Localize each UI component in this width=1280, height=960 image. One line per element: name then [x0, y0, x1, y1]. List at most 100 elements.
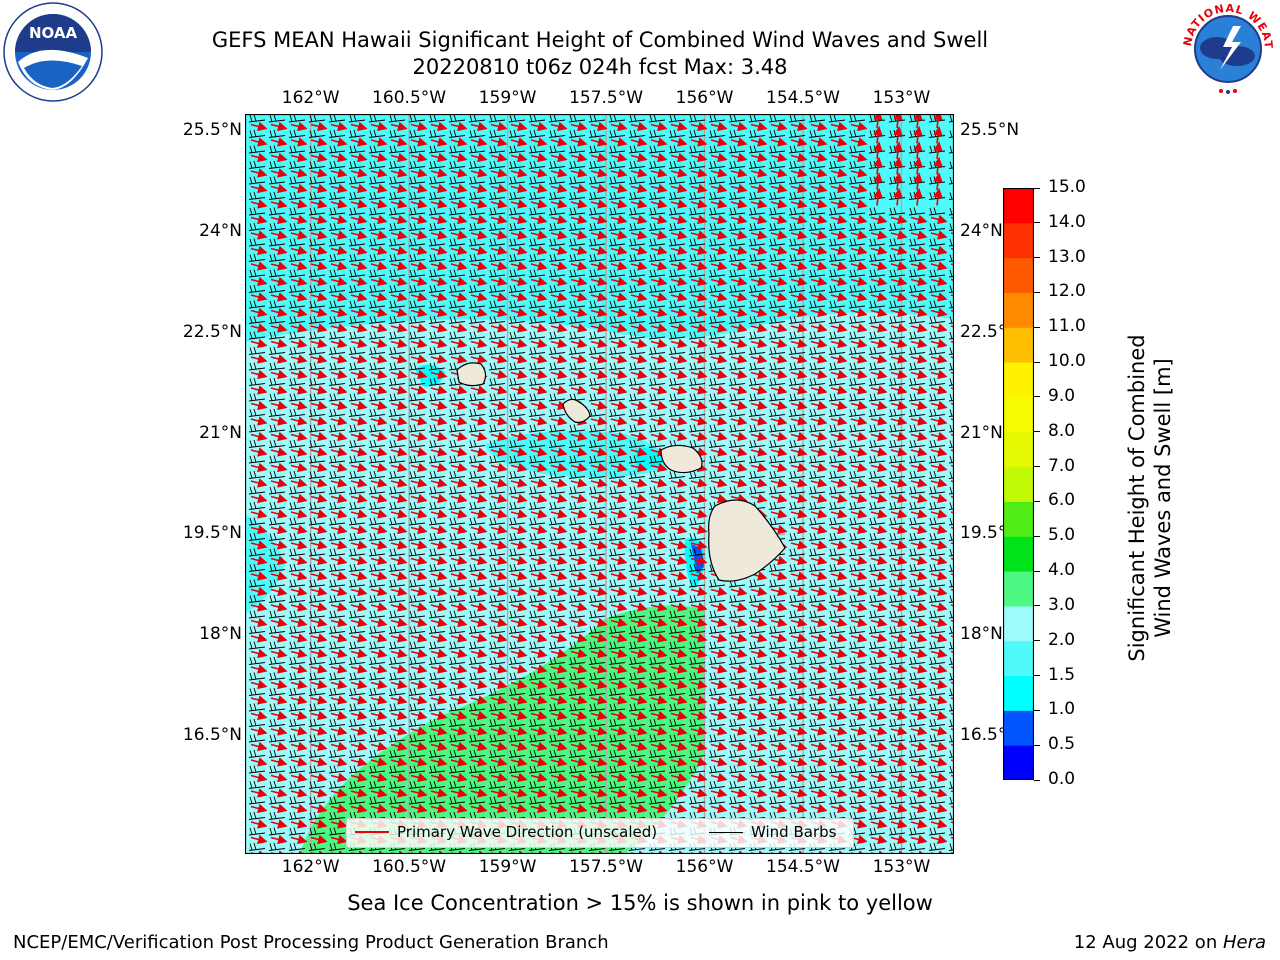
wind-barb	[728, 207, 746, 216]
wind-barb	[328, 145, 346, 154]
legend-wind-barbs: Wind Barbs	[709, 823, 836, 841]
colorbar-segment	[1003, 327, 1034, 363]
wind-barb	[848, 114, 866, 123]
colorbar-tick-mark	[1034, 640, 1040, 642]
wind-barb	[408, 207, 426, 216]
wind-barb	[948, 130, 954, 138]
legend-wave-direction-label: Primary Wave Direction (unscaled)	[397, 823, 658, 841]
wind-barb	[908, 207, 926, 216]
wind-barb	[428, 176, 446, 185]
wind-barb	[508, 176, 526, 185]
wind-barb	[248, 176, 266, 185]
wind-barb	[888, 207, 906, 216]
wind-barb	[528, 222, 546, 231]
wind-barb	[628, 145, 646, 154]
colorbar-tick-label: 6.0	[1048, 490, 1076, 511]
wind-barb	[748, 145, 766, 154]
wind-barb	[488, 191, 506, 200]
wind-barb	[348, 145, 366, 154]
colorbar-tick-mark	[1034, 779, 1040, 781]
wind-barb	[448, 145, 466, 154]
wind-barb	[648, 207, 666, 216]
kauai-island	[456, 362, 487, 387]
wind-barb	[488, 222, 506, 231]
wind-barb	[748, 207, 766, 216]
wind-barb	[248, 129, 266, 138]
wind-barb	[268, 222, 286, 231]
lat-tick-labels-left: 25.5°N 24°N 22.5°N 21°N 19.5°N 18°N 16.5°N	[150, 114, 242, 854]
wind-barb	[508, 145, 526, 154]
wind-barb	[828, 160, 846, 169]
wind-barb	[768, 114, 786, 123]
wind-barb	[688, 145, 706, 154]
wind-barb	[368, 145, 386, 154]
wind-barb	[488, 129, 506, 138]
wind-barb	[668, 176, 686, 185]
colorbar-segment	[1003, 188, 1034, 224]
wind-barb	[568, 129, 586, 138]
wind-barb	[448, 191, 466, 200]
colorbar	[1002, 187, 1035, 781]
wind-barb	[548, 207, 566, 216]
wind-barb	[428, 191, 446, 200]
wind-barb	[308, 114, 326, 123]
wind-barb	[788, 176, 806, 185]
wind-barb	[388, 145, 406, 154]
wind-barb	[728, 145, 746, 154]
wind-barb	[608, 207, 626, 216]
wind-barb	[368, 160, 386, 169]
wind-barb	[268, 160, 286, 169]
wind-barb	[688, 207, 706, 216]
colorbar-tick-label: 0.5	[1048, 734, 1076, 755]
colorbar-scale	[1002, 187, 1035, 781]
colorbar-segment	[1003, 292, 1034, 328]
wind-barb	[468, 129, 486, 138]
wind-barb	[708, 191, 726, 200]
colorbar-segment	[1003, 710, 1034, 746]
lat-tick-label: 25.5°N	[960, 119, 1020, 140]
wind-barb	[348, 114, 366, 123]
wind-barb	[548, 176, 566, 185]
wind-barb	[268, 207, 286, 216]
wind-barb	[788, 145, 806, 154]
wind-barb	[548, 160, 566, 169]
wind-barb	[568, 176, 586, 185]
wind-barb	[688, 191, 706, 200]
wind-barb	[628, 114, 646, 123]
wind-barb	[608, 191, 626, 200]
wind-barb	[308, 129, 326, 138]
wind-barb	[368, 191, 386, 200]
colorbar-label-line2: Wind Waves and Swell [m]	[1151, 358, 1175, 638]
wind-barb	[388, 160, 406, 169]
colorbar-segment	[1003, 745, 1034, 781]
wind-barb	[568, 160, 586, 169]
wind-barb	[948, 161, 954, 169]
colorbar-tick-label: 1.5	[1048, 664, 1076, 685]
wind-barb	[308, 191, 326, 200]
lat-tick-label: 25.5°N	[182, 119, 242, 140]
wind-barb	[708, 145, 726, 154]
colorbar-tick-mark	[1034, 326, 1040, 328]
lon-tick-label: 156°W	[675, 88, 734, 108]
wind-barb	[828, 145, 846, 154]
wind-barb	[308, 160, 326, 169]
wind-barb	[768, 145, 786, 154]
colorbar-tick-mark	[1034, 222, 1040, 224]
wind-barb	[628, 191, 646, 200]
wind-barb	[328, 207, 346, 216]
colorbar-tick-label: 8.0	[1048, 420, 1076, 441]
wind-barb	[548, 129, 566, 138]
wind-barb	[768, 191, 786, 200]
wind-barb	[408, 222, 426, 231]
colorbar-tick-label: 13.0	[1048, 246, 1086, 267]
wind-barb	[828, 129, 846, 138]
wind-barb	[468, 160, 486, 169]
wind-barb	[808, 176, 826, 185]
wind-barb	[468, 191, 486, 200]
wind-barb	[508, 207, 526, 216]
colorbar-tick-mark	[1034, 500, 1040, 502]
wind-barb	[708, 207, 726, 216]
wind-barb	[448, 160, 466, 169]
colorbar-tick-mark	[1034, 535, 1040, 537]
wind-barb	[828, 207, 846, 216]
